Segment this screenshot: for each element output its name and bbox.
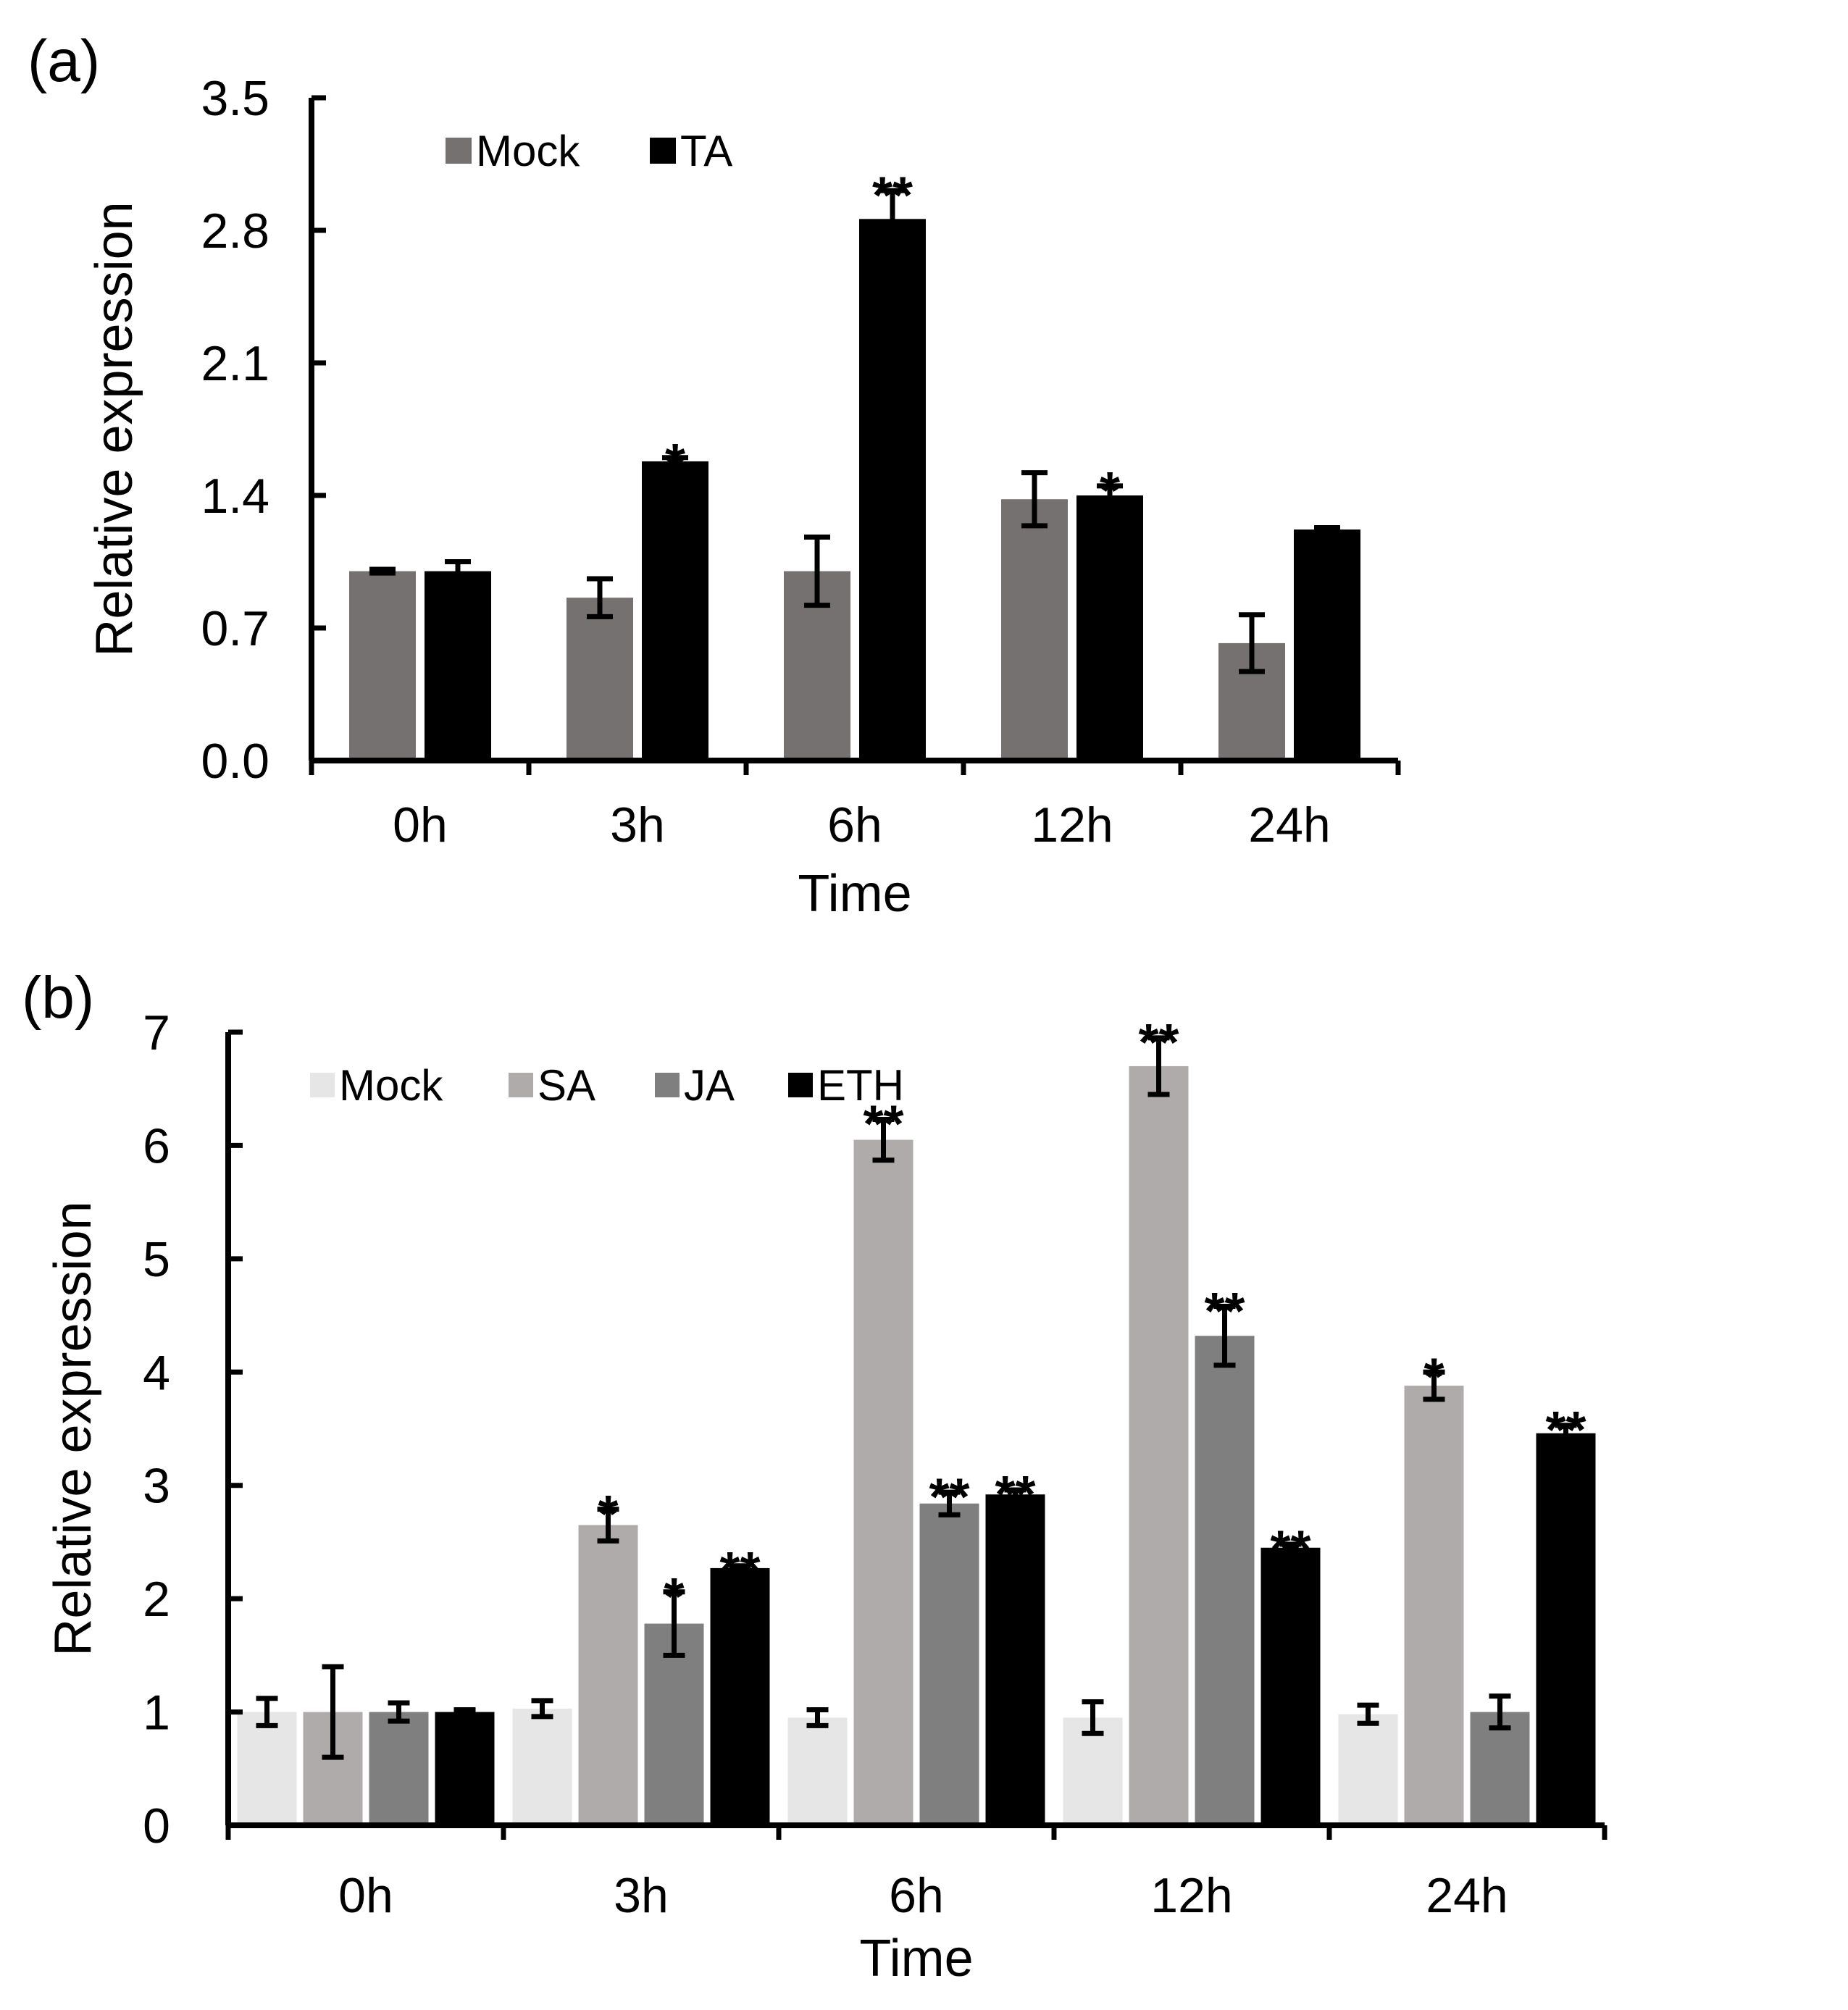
x-tick-label: 24h [1248,797,1330,853]
x-tick-label: 0h [338,1868,393,1923]
x-tick-label: 24h [1426,1868,1508,1923]
y-axis-title: Relative expression [44,1201,102,1656]
bar [237,1712,297,1825]
bar [1470,1712,1530,1825]
y-tick-label: 5 [143,1232,170,1287]
significance-marker: * [598,1486,618,1544]
legend-label: ETH [817,1061,904,1110]
significance-marker: ** [719,1542,760,1600]
significance-marker: ** [1270,1520,1310,1578]
legend-label: TA [680,127,732,175]
panel-a: (a)****0.00.71.42.12.83.50h 3h 6h 12h 24hTim… [28,28,1401,923]
x-tick-label: 3h [614,1868,669,1923]
bar [919,1503,979,1825]
y-tick-label: 2 [143,1572,170,1627]
y-tick-label: 2.8 [201,204,269,259]
bar [1536,1433,1596,1825]
panel-label: (b) [22,965,94,1031]
bar [859,219,926,761]
bar [853,1139,913,1825]
significance-marker: ** [1204,1283,1245,1341]
significance-marker: ** [1545,1402,1586,1460]
legend-swatch [655,1073,680,1097]
bar [787,1717,848,1825]
significance-marker: * [1100,462,1120,520]
bar [349,571,416,761]
legend-label: Mock [339,1061,443,1110]
bar [1404,1386,1464,1825]
legend-swatch [788,1073,813,1097]
legend-swatch [650,138,676,164]
y-tick-label: 4 [143,1345,170,1400]
y-tick-label: 6 [143,1118,170,1173]
x-axis-title: Time [798,865,911,923]
bar [710,1567,770,1825]
bar [985,1494,1045,1825]
bar [578,1525,638,1825]
significance-marker: * [664,1568,684,1626]
y-tick-label: 3 [143,1459,170,1514]
significance-marker: ** [995,1466,1035,1524]
y-tick-label: 2.1 [201,336,269,391]
bar [642,461,708,761]
significance-marker: * [1423,1348,1444,1406]
legend-label: SA [538,1061,595,1110]
panel-label: (a) [28,28,100,94]
bar [1076,495,1143,761]
y-tick-label: 0.7 [201,601,269,656]
x-axis-title: Time [859,1930,973,1988]
significance-marker: ** [929,1468,969,1526]
legend-swatch [446,138,472,164]
y-tick-label: 0.0 [201,734,269,789]
y-axis-title: Relative expression [85,201,143,656]
legend-swatch [509,1073,533,1097]
significance-marker: * [665,434,685,492]
bar [566,598,633,761]
legend-swatch [310,1073,335,1097]
bar [1338,1714,1398,1825]
x-tick-label: 12h [1150,1868,1232,1923]
y-tick-label: 3.5 [201,71,269,126]
significance-marker: ** [1138,1014,1179,1072]
bar [512,1708,572,1825]
x-tick-label: 3h [610,797,665,853]
bar [1260,1547,1321,1825]
x-tick-label: 12h [1031,797,1113,853]
y-tick-label: 0 [143,1798,170,1854]
x-tick-label: 0h [393,797,448,853]
x-tick-label: 6h [889,1868,944,1923]
x-tick-label: 6h [827,797,882,853]
bar [369,1712,429,1825]
bar [425,571,491,761]
bar [1001,499,1068,761]
bar [1129,1065,1189,1825]
legend-label: JA [684,1061,735,1110]
bar [435,1712,495,1825]
legend-label: Mock [476,127,580,175]
y-tick-label: 1.4 [201,469,269,524]
y-tick-label: 7 [143,1005,170,1060]
y-tick-label: 1 [143,1686,170,1741]
bar [1195,1336,1255,1825]
significance-marker: ** [872,167,913,225]
significance-marker: ** [863,1096,903,1154]
bar [1294,529,1360,761]
